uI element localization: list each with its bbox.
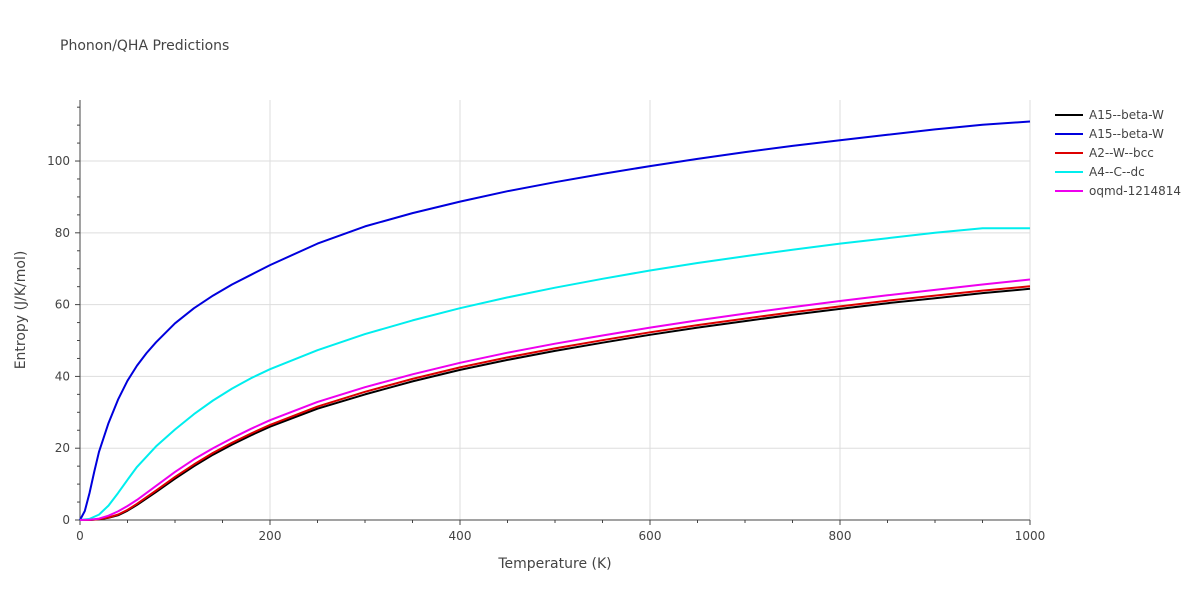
series-line-3 xyxy=(79,227,1030,521)
x-tick-label: 1000 xyxy=(1015,529,1046,543)
y-tick-label: 0 xyxy=(62,513,70,527)
legend-item-2[interactable]: A2--W--bcc xyxy=(1055,146,1154,160)
x-tick-label: 400 xyxy=(449,529,472,543)
y-tick-label: 60 xyxy=(55,298,70,312)
y-tick-label: 100 xyxy=(47,154,70,168)
x-axis-label: Temperature (K) xyxy=(497,556,611,572)
grid-lines xyxy=(80,100,1031,520)
legend-item-1[interactable]: A15--beta-W xyxy=(1055,127,1164,141)
x-tick-label: 200 xyxy=(259,529,282,543)
legend-label: A2--W--bcc xyxy=(1089,146,1154,160)
legend-label: A15--beta-W xyxy=(1089,127,1164,141)
x-tick-label: 800 xyxy=(829,529,852,543)
series-line-4 xyxy=(79,278,1031,521)
y-axis-label: Entropy (J/K/mol) xyxy=(13,251,29,370)
series-line-0 xyxy=(80,287,1031,521)
chart-title: Phonon/QHA Predictions xyxy=(60,38,229,54)
legend-label: A15--beta-W xyxy=(1089,108,1164,122)
y-tick-label: 40 xyxy=(55,369,70,383)
axes xyxy=(75,100,1031,525)
legend-label: A4--C--dc xyxy=(1089,165,1145,179)
legend-item-3[interactable]: A4--C--dc xyxy=(1055,165,1145,179)
legend-item-4[interactable]: oqmd-1214814 xyxy=(1055,184,1181,198)
x-tick-label: 600 xyxy=(639,529,662,543)
tick-labels: 0 200 400 600 800 1000 0 20 40 60 80 100 xyxy=(47,154,1045,543)
x-tick-label: 0 xyxy=(76,529,84,543)
y-tick-label: 80 xyxy=(55,226,70,240)
series-line-2 xyxy=(80,285,1031,521)
series-line-1 xyxy=(79,120,1031,521)
legend-label: oqmd-1214814 xyxy=(1089,184,1181,198)
legend[interactable]: A15--beta-W A15--beta-W A2--W--bcc A4--C--d… xyxy=(1055,108,1181,198)
y-tick-label: 20 xyxy=(55,441,70,455)
series-lines xyxy=(79,120,1031,521)
legend-item-0[interactable]: A15--beta-W xyxy=(1055,108,1164,122)
